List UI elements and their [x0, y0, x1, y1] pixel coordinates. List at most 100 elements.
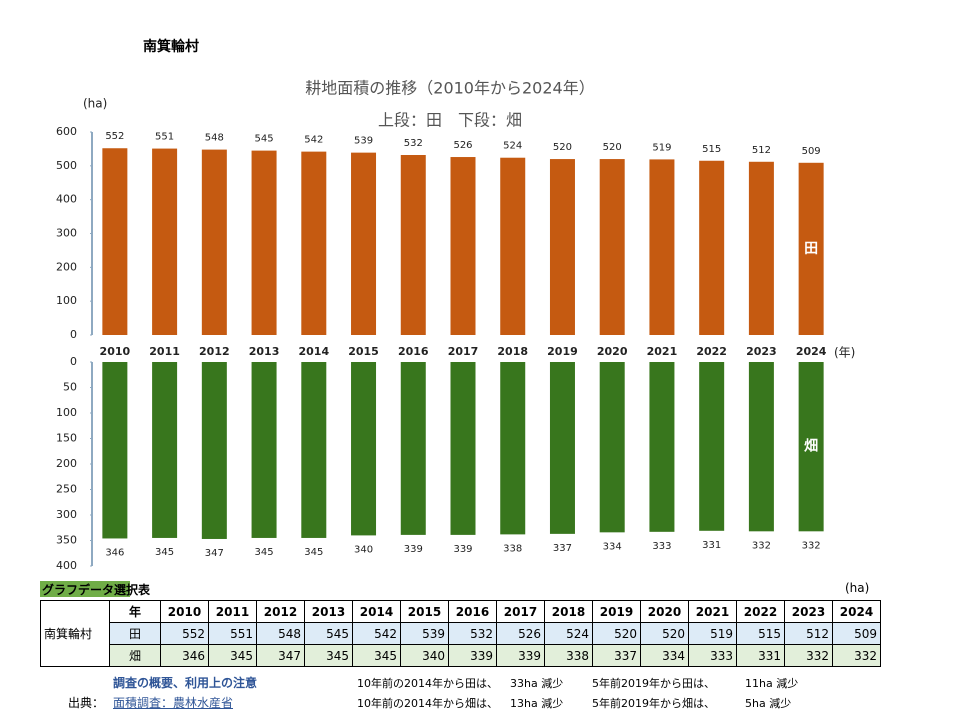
- x-tick-label: 2021: [647, 345, 678, 358]
- y-tick-label: 250: [56, 483, 77, 496]
- bar: [599, 159, 625, 335]
- value-cell: 548: [256, 622, 305, 645]
- value-label: 345: [155, 547, 174, 558]
- value-label: 526: [453, 140, 472, 151]
- bar: [450, 362, 476, 535]
- header-cell: 2015: [400, 600, 449, 623]
- value-cell: 520: [640, 622, 689, 645]
- value-label: 340: [354, 544, 373, 555]
- value-cell: 509: [832, 622, 881, 645]
- y-tick-label: 0: [70, 328, 77, 341]
- x-tick-label: 2016: [398, 345, 429, 358]
- value-label: 539: [354, 136, 373, 147]
- table-unit: (ha): [845, 581, 870, 595]
- value-label: 338: [503, 543, 522, 554]
- value-label: 345: [255, 547, 274, 558]
- bar: [400, 155, 426, 335]
- value-label: 524: [503, 141, 522, 152]
- value-cell: 515: [736, 622, 785, 645]
- value-label: 542: [304, 135, 323, 146]
- header-cell: 2016: [448, 600, 497, 623]
- value-label: 548: [205, 133, 224, 144]
- x-tick-label: 2020: [597, 345, 628, 358]
- bar: [699, 362, 725, 531]
- bar: [102, 148, 128, 335]
- bar: [152, 148, 178, 335]
- bar: [549, 159, 575, 335]
- value-cell: 340: [400, 644, 449, 667]
- value-cell: 332: [832, 644, 881, 667]
- header-cell: 2021: [688, 600, 737, 623]
- bar: [798, 362, 824, 532]
- value-label: 337: [553, 543, 572, 554]
- bar: [798, 162, 824, 335]
- header-cell: 2019: [592, 600, 641, 623]
- value-cell: 337: [592, 644, 641, 667]
- data-row: 南箕輪村田 552 551 548 545 542 539 532 526 524 520 520 51…: [40, 622, 881, 667]
- value-cell: 545: [304, 622, 353, 645]
- place-title: 南箕輪村: [143, 39, 199, 55]
- header-cell: 2023: [784, 600, 833, 623]
- x-tick-label: 2013: [249, 345, 280, 358]
- value-label: 332: [802, 540, 821, 551]
- y-tick-label: 0: [70, 355, 77, 368]
- value-cell: 345: [304, 644, 353, 667]
- header-cell: 2011: [208, 600, 257, 623]
- value-cell: 551: [208, 622, 257, 645]
- y-tick-label: 50: [63, 381, 77, 394]
- change-note: 10年前の2014年から畑は、: [357, 697, 498, 710]
- header-cell: 2024: [832, 600, 881, 623]
- x-tick-label: 2024: [796, 345, 827, 358]
- header-cell: 2010: [160, 600, 209, 623]
- value-label: 333: [652, 541, 671, 552]
- header-cell: 2013: [304, 600, 353, 623]
- bar: [351, 152, 377, 335]
- header-cell: 年: [109, 600, 161, 623]
- bar: [152, 362, 178, 538]
- x-tick-label: 2022: [696, 345, 727, 358]
- bar: [251, 362, 277, 538]
- value-label: 334: [603, 541, 622, 552]
- y-tick-label: 200: [56, 260, 77, 273]
- value-cell: 552: [160, 622, 209, 645]
- value-label: 545: [255, 134, 274, 145]
- value-cell: 519: [688, 622, 737, 645]
- value-label: 339: [453, 544, 472, 555]
- y-axis-label: (ha): [83, 97, 107, 111]
- value-cell: 520: [592, 622, 641, 645]
- y-tick-label: 200: [56, 457, 77, 470]
- y-tick-label: 600: [56, 125, 77, 138]
- header-cell: 2020: [640, 600, 689, 623]
- header-row: 年 2010 2011 2012 2013 2014 2015 2016 2017 2018 201…: [40, 600, 881, 623]
- header-cell: 2017: [496, 600, 545, 623]
- value-label: 515: [702, 144, 721, 155]
- value-cell: 512: [784, 622, 833, 645]
- change-note: 11ha 減少: [745, 677, 799, 690]
- bar: [301, 362, 327, 538]
- header-cell: 2012: [256, 600, 305, 623]
- y-tick-label: 400: [56, 193, 77, 206]
- value-cell: 345: [208, 644, 257, 667]
- change-note: 13ha 減少: [510, 697, 564, 710]
- y-tick-label: 500: [56, 159, 77, 172]
- bar: [748, 161, 774, 335]
- x-tick-label: 2014: [298, 345, 329, 358]
- x-tick-label: 2018: [497, 345, 528, 358]
- change-note: 5年前2019年から畑は、: [592, 697, 715, 710]
- bar: [500, 362, 526, 535]
- bar: [201, 362, 227, 539]
- change-note: 10年前の2014年から田は、: [357, 677, 498, 690]
- x-tick-label: 2012: [199, 345, 230, 358]
- value-cell: 333: [688, 644, 737, 667]
- notes-link[interactable]: 調査の概要、利用上の注意: [113, 676, 258, 690]
- chart-subtitle: 上段：田 下段：畑: [378, 111, 522, 130]
- y-tick-label: 400: [56, 559, 77, 572]
- y-tick-label: 100: [56, 294, 77, 307]
- source-link[interactable]: 面積調査：農林水産省: [113, 696, 234, 710]
- header-cell: 2018: [544, 600, 593, 623]
- row-label: 田: [109, 622, 161, 645]
- y-tick-label: 300: [56, 227, 77, 240]
- x-tick-label: 2011: [149, 345, 180, 358]
